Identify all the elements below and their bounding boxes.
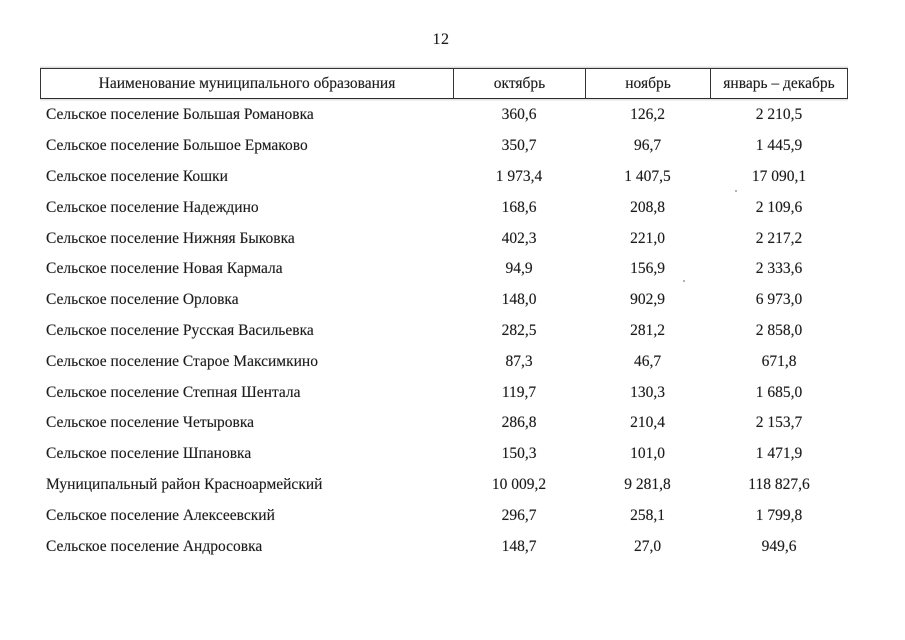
cell-municipality-name: Сельское поселение Степная Шентала xyxy=(46,383,301,401)
table-row: Сельское поселение Надеждино 168,6 208,8 2 … xyxy=(40,192,848,223)
cell-january-december: 1 471,9 xyxy=(755,445,803,463)
cell-november: 46,7 xyxy=(633,352,662,370)
cell-january-december: 2 109,6 xyxy=(755,198,803,216)
cell-january-december: 2 333,6 xyxy=(755,260,803,278)
table-row: Сельское поселение Нижняя Быковка 402,3 22… xyxy=(40,223,848,254)
table-header-row: Наименование муниципального образования … xyxy=(40,68,848,99)
cell-october: 148,7 xyxy=(501,537,537,555)
cell-november: 208,8 xyxy=(630,198,665,216)
cell-october: 148,0 xyxy=(501,291,537,309)
municipal-data-table: Наименование муниципального образования … xyxy=(40,68,848,562)
table-row: Муниципальный район Красноармейский 10 00… xyxy=(40,470,848,501)
cell-january-december: 2 210,5 xyxy=(755,106,803,124)
table-row: Сельское поселение Шпановка 150,3 101,0 1 4… xyxy=(40,439,848,470)
table-row: Сельское поселение Степная Шентала 119,7 1… xyxy=(40,377,848,408)
cell-municipality-name: Сельское поселение Старое Максимкино xyxy=(46,352,318,370)
column-header-january-december: январь – декабрь xyxy=(710,68,848,99)
cell-january-december: 17 090,1 xyxy=(751,167,807,185)
cell-october: 94,9 xyxy=(505,260,533,278)
cell-municipality-name: Сельское поселение Надеждино xyxy=(46,198,259,216)
table-row: Сельское поселение Четыровка 286,8 210,4 2 … xyxy=(40,408,848,439)
cell-january-december: 2 858,0 xyxy=(755,321,803,339)
cell-january-december: 671,8 xyxy=(761,352,797,370)
cell-municipality-name: Сельское поселение Нижняя Быковка xyxy=(46,229,295,247)
cell-municipality-name: Сельское поселение Алексеевский xyxy=(46,506,275,524)
table-row: Сельское поселение Большое Ермаково 350,7… xyxy=(40,131,848,162)
cell-municipality-name: Сельское поселение Шпановка xyxy=(46,445,252,463)
cell-october: 282,5 xyxy=(501,321,537,339)
cell-october: 360,6 xyxy=(501,106,537,124)
cell-january-december: 2 217,2 xyxy=(755,229,803,247)
cell-november: 902,9 xyxy=(630,291,665,309)
table-row: Сельское поселение Русская Васильевка 282… xyxy=(40,316,848,347)
table-row: Сельское поселение Андросовка 148,7 27,0 94… xyxy=(40,531,848,562)
cell-municipality-name: Сельское поселение Андросовка xyxy=(46,537,263,555)
cell-january-december: 6 973,0 xyxy=(755,291,803,309)
cell-november: 96,7 xyxy=(633,137,662,155)
cell-october: 350,7 xyxy=(501,137,537,155)
table-body: Сельское поселение Большая Романовка 360,… xyxy=(40,100,848,562)
table-row: Сельское поселение Орловка 148,0 902,9 6 97… xyxy=(40,285,848,316)
cell-municipality-name: Сельское поселение Кошки xyxy=(46,167,228,185)
table-row: Сельское поселение Старое Максимкино 87,3… xyxy=(40,346,848,377)
cell-november: 156,9 xyxy=(630,260,665,278)
cell-november: 101,0 xyxy=(630,445,665,463)
cell-november: 9 281,8 xyxy=(624,475,671,493)
cell-january-december: 1 685,0 xyxy=(755,383,803,401)
cell-october: 119,7 xyxy=(501,383,537,401)
column-header-november: ноябрь xyxy=(585,68,710,99)
table-row: Сельское поселение Алексеевский 296,7 258,… xyxy=(40,500,848,531)
scan-speck xyxy=(735,190,737,192)
cell-municipality-name: Сельское поселение Четыровка xyxy=(46,414,255,432)
cell-october: 1 973,4 xyxy=(495,167,543,185)
cell-november: 258,1 xyxy=(630,506,665,524)
cell-november: 130,3 xyxy=(630,383,665,401)
cell-october: 296,7 xyxy=(501,506,537,524)
table-row: Сельское поселение Новая Кармала 94,9 156,… xyxy=(40,254,848,285)
cell-october: 87,3 xyxy=(505,352,533,370)
cell-october: 10 009,2 xyxy=(491,475,547,493)
cell-october: 150,3 xyxy=(501,445,537,463)
cell-november: 27,0 xyxy=(633,537,662,555)
scan-speck xyxy=(683,280,685,282)
cell-october: 286,8 xyxy=(501,414,537,432)
cell-municipality-name: Сельское поселение Русская Васильевка xyxy=(46,321,314,339)
cell-january-december: 118 827,6 xyxy=(748,475,810,493)
cell-municipality-name: Сельское поселение Новая Кармала xyxy=(46,260,283,278)
cell-january-december: 949,6 xyxy=(761,537,797,555)
cell-october: 168,6 xyxy=(501,198,537,216)
cell-january-december: 2 153,7 xyxy=(755,414,803,432)
table-row: Сельское поселение Кошки 1 973,4 1 407,5 17… xyxy=(40,162,848,193)
cell-municipality-name: Сельское поселение Орловка xyxy=(46,291,239,309)
cell-municipality-name: Сельское поселение Большая Романовка xyxy=(46,106,314,124)
cell-municipality-name: Муниципальный район Красноармейский xyxy=(46,475,323,493)
cell-october: 402,3 xyxy=(501,229,537,247)
table-row: Сельское поселение Большая Романовка 360,… xyxy=(40,100,848,131)
column-header-municipality-name: Наименование муниципального образования xyxy=(40,68,453,99)
cell-november: 281,2 xyxy=(630,321,665,339)
cell-november: 221,0 xyxy=(630,229,665,247)
column-header-october: октябрь xyxy=(453,68,585,99)
cell-november: 1 407,5 xyxy=(624,167,671,185)
cell-january-december: 1 799,8 xyxy=(755,506,803,524)
page-number: 12 xyxy=(432,31,450,48)
cell-november: 126,2 xyxy=(630,106,665,124)
cell-municipality-name: Сельское поселение Большое Ермаково xyxy=(46,137,308,155)
cell-november: 210,4 xyxy=(630,414,665,432)
cell-january-december: 1 445,9 xyxy=(755,137,803,155)
